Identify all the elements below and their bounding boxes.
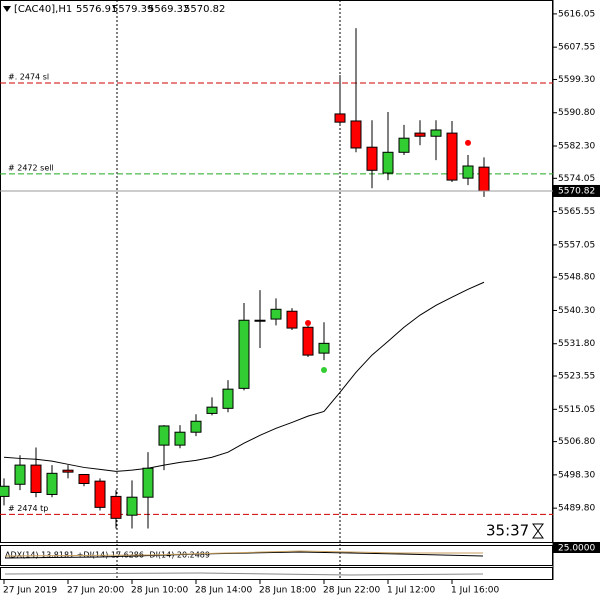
candle-body xyxy=(142,467,154,498)
y-tick-label: 5557.05 xyxy=(558,240,595,250)
y-tick-label: 5531.80 xyxy=(558,339,595,349)
candle-body xyxy=(190,420,202,433)
order-label: # 2472 sell xyxy=(8,163,54,172)
y-tick-label: 5498.30 xyxy=(558,470,595,480)
osc-line xyxy=(4,572,484,576)
current-price: 5570.82 xyxy=(558,186,595,196)
x-tick-label: 27 Jun 20:00 xyxy=(67,586,124,596)
di-line xyxy=(4,550,483,557)
y-tick-label: 5523.55 xyxy=(558,372,595,382)
fractal-up xyxy=(465,139,471,146)
header-open: 5576.91 xyxy=(76,4,117,15)
candle-body xyxy=(238,319,250,389)
candle-body xyxy=(0,485,10,497)
candle-body xyxy=(270,308,282,320)
fractal-down xyxy=(177,437,183,444)
candle-body xyxy=(430,129,442,137)
y-tick-label: 5565.55 xyxy=(558,207,595,217)
order-label: #. 2474 sl xyxy=(8,72,49,81)
hourglass-icon xyxy=(532,523,544,539)
moving-average xyxy=(3,281,485,472)
x-tick-label: 28 Jun 22:00 xyxy=(323,586,380,596)
candle-body xyxy=(126,496,138,516)
candle-body xyxy=(398,137,410,153)
y-tick-label: 5574.05 xyxy=(558,174,595,184)
candle-body xyxy=(206,406,218,414)
candle-body xyxy=(222,388,234,409)
main-frame xyxy=(0,0,553,543)
y-tick-label: 5506.80 xyxy=(558,437,595,447)
x-tick-label: 28 Jun 10:00 xyxy=(131,586,188,596)
x-tick-label: 27 Jun 2019 xyxy=(3,586,57,596)
candle-body xyxy=(318,342,330,354)
header-close: 5570.82 xyxy=(184,4,225,15)
y-tick-label: 5540.30 xyxy=(558,306,595,316)
x-tick-label: 1 Jul 16:00 xyxy=(451,586,500,596)
adx-line xyxy=(4,551,484,559)
y-tick-label: 5616.05 xyxy=(558,9,595,19)
x-tick-label: 28 Jun 18:00 xyxy=(259,586,316,596)
y-tick-label: 5548.80 xyxy=(558,273,595,283)
candle-body xyxy=(414,132,426,137)
candle-body xyxy=(366,146,378,171)
candle-body xyxy=(62,469,74,473)
candle-body xyxy=(110,495,122,519)
adx-level: 25.0000 xyxy=(558,544,595,554)
y-tick-label: 5590.80 xyxy=(558,108,595,118)
candle-body xyxy=(78,473,90,484)
x-tick-label: 1 Jul 12:00 xyxy=(387,586,436,596)
y-tick-label: 5599.30 xyxy=(558,75,595,85)
header-low: 5569.32 xyxy=(148,4,189,15)
fractal-down xyxy=(321,366,327,373)
y-tick-label: 5607.55 xyxy=(558,43,595,53)
candle-body xyxy=(254,319,266,322)
header-high: 5579.39 xyxy=(112,4,153,15)
header-arrow xyxy=(3,6,11,12)
fractal-up xyxy=(305,319,311,326)
candle-body xyxy=(350,120,362,149)
candle-body xyxy=(94,480,106,508)
candle-body xyxy=(446,132,458,181)
candle-body xyxy=(158,425,170,446)
candle-body xyxy=(382,151,394,174)
price-box xyxy=(553,184,600,197)
x-tick-label: 28 Jun 14:00 xyxy=(195,586,252,596)
candle-body xyxy=(302,326,314,356)
candle-body xyxy=(30,464,42,493)
y-tick-label: 5515.05 xyxy=(558,405,595,415)
y-tick-label: 5582.30 xyxy=(558,142,595,152)
adx-level-box xyxy=(553,542,600,553)
order-label: # 2474 tp xyxy=(8,504,48,513)
candle-body xyxy=(286,310,298,329)
y-tick-label: 5489.80 xyxy=(558,504,595,514)
chart-title: [CAC40],H1 xyxy=(14,4,72,15)
candle-body xyxy=(14,464,26,485)
candle-body xyxy=(462,165,474,179)
countdown: 35:37 xyxy=(486,522,529,540)
candle-body xyxy=(478,166,490,192)
candle-body xyxy=(46,472,58,495)
candle-body xyxy=(334,113,346,123)
